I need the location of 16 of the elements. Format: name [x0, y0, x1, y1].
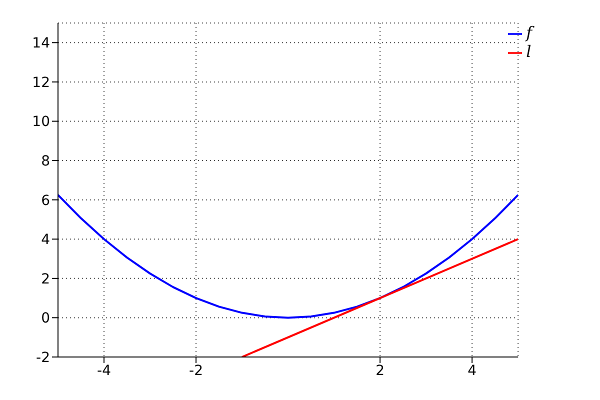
y-tick-label: 0 — [41, 310, 50, 327]
y-tick-label: 4 — [41, 232, 50, 248]
y-tick-label: 2 — [41, 271, 50, 288]
legend-label: f — [526, 23, 532, 42]
x-tick-label: -4 — [97, 362, 112, 379]
y-tick-label: -2 — [36, 350, 50, 366]
x-tick-label: 4 — [468, 362, 477, 379]
y-tick-label: 14 — [32, 36, 50, 52]
y-tick-label: 10 — [32, 114, 50, 130]
line-series — [58, 194, 518, 319]
legend-label: l — [526, 42, 532, 61]
x-tick-label: -2 — [189, 362, 204, 379]
y-tick-label: 12 — [32, 74, 50, 91]
x-tick-label: 2 — [376, 362, 385, 379]
y-tick-label: 6 — [41, 192, 50, 209]
y-tick-label: 8 — [41, 154, 50, 170]
